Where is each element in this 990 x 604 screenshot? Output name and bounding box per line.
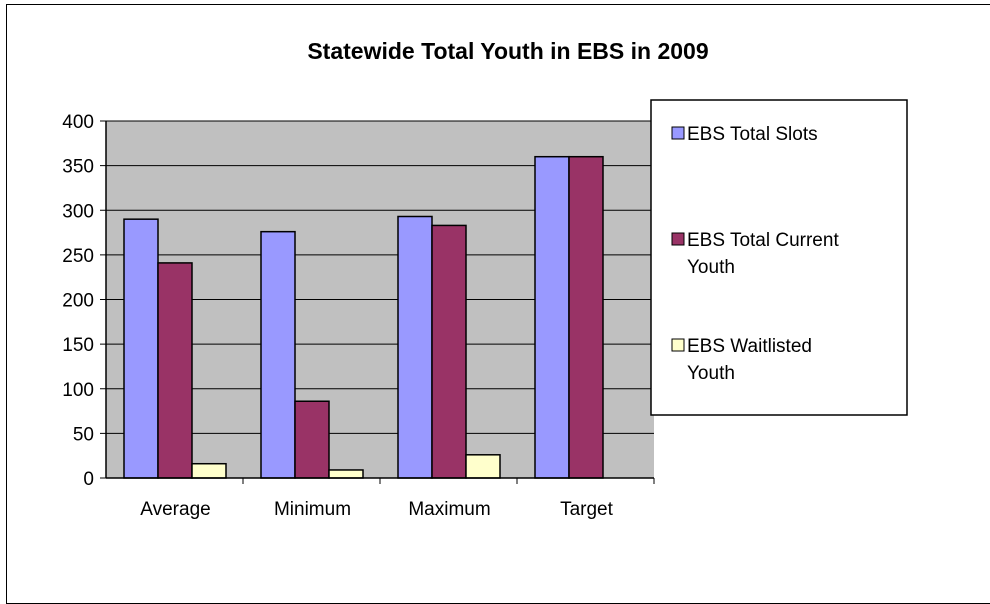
y-tick-label: 200 (62, 291, 94, 312)
y-tick-label: 250 (62, 246, 94, 267)
x-tick-labels: Average Minimum Maximum Target (140, 499, 613, 520)
bar-maximum-series-1 (397, 215, 433, 479)
legend-swatch-2 (671, 232, 685, 246)
bar-maximum-series-2 (431, 224, 467, 479)
y-tick-label: 150 (62, 335, 94, 356)
axes (100, 120, 655, 484)
legend-label-3: Youth (687, 363, 735, 384)
x-tick-label-minimum: Minimum (274, 499, 351, 520)
x-tick-label-target: Target (560, 499, 614, 520)
bar-minimum-series-2 (294, 400, 330, 479)
bar-average-series-3 (191, 462, 227, 479)
y-tick-labels: 0 50 100 150 200 250 300 350 400 (62, 112, 94, 490)
bar-minimum-series-1 (260, 230, 296, 479)
y-tick-label: 300 (62, 201, 94, 222)
y-tick-label: 100 (62, 380, 94, 401)
x-tick-label-maximum: Maximum (408, 499, 490, 520)
legend-label-2: Youth (687, 257, 735, 278)
legend-box (650, 99, 908, 416)
bar-minimum-series-3 (328, 469, 364, 479)
y-tick-label: 400 (62, 112, 94, 133)
bars (123, 155, 604, 479)
legend-swatch-1 (671, 126, 685, 140)
bar-target-series-2 (568, 155, 604, 479)
y-tick-label: 50 (73, 424, 94, 445)
bar-average-series-1 (123, 218, 159, 479)
bar-average-series-2 (157, 262, 193, 479)
bar-maximum-series-3 (465, 454, 501, 479)
x-tick-label-average: Average (140, 499, 210, 520)
chart-title: Statewide Total Youth in EBS in 2009 (307, 38, 708, 64)
y-tick-label: 0 (83, 469, 94, 490)
bar-target-series-1 (534, 155, 570, 479)
legend-label-2: EBS Total Current (687, 230, 839, 251)
legend-swatch-3 (671, 338, 685, 352)
legend-label-3: EBS Waitlisted (687, 336, 812, 357)
bar-chart: Statewide Total Youth in EBS in 2009 0 50… (62, 38, 908, 520)
y-tick-label: 350 (62, 157, 94, 178)
legend: EBS Total Slots EBS Total Current Youth EBS… (650, 99, 908, 416)
legend-label-1: EBS Total Slots (687, 124, 818, 145)
